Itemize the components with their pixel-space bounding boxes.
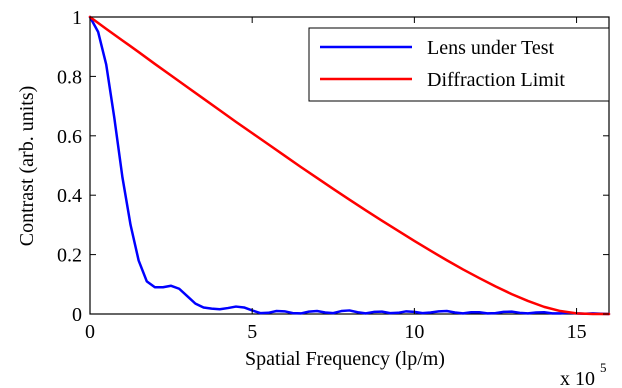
series-line-diffraction-limit [88, 15, 611, 316]
y-tick-label: 0.2 [57, 245, 82, 267]
ticks-layer: 0 5 10 15 0 0.2 0.4 0.6 0.8 1 [57, 7, 609, 343]
y-tick-label: 0 [72, 304, 82, 326]
legend-label-diffraction-limit: Diffraction Limit [427, 69, 565, 91]
legend-label-lens-under-test: Lens under Test [427, 37, 555, 59]
y-tick-label: 0.4 [57, 185, 82, 207]
series-line-lens-under-test [88, 15, 611, 316]
x-axis-label: Spatial Frequency (lp/m) [245, 348, 445, 370]
axes-layer [89, 16, 610, 315]
y-tick-label: 0.8 [57, 66, 82, 88]
legend: Lens under Test Diffraction Limit [308, 27, 610, 102]
y-tick-label: 1 [72, 7, 82, 29]
series-layer [88, 15, 611, 316]
y-axis-label: Contrast (arb. units) [16, 86, 38, 247]
legend-box [308, 27, 610, 102]
x-tick-label: 0 [85, 321, 95, 343]
x-tick-label: 15 [567, 321, 587, 343]
x-tick-label: 5 [247, 321, 257, 343]
x-tick-label: 10 [404, 321, 424, 343]
x-multiplier-base: x 10 [560, 368, 595, 388]
plot-frame [89, 16, 610, 315]
x-multiplier-exponent: 5 [600, 360, 607, 375]
x-multiplier: x 10 5 [560, 360, 607, 388]
y-tick-label: 0.6 [57, 126, 82, 148]
